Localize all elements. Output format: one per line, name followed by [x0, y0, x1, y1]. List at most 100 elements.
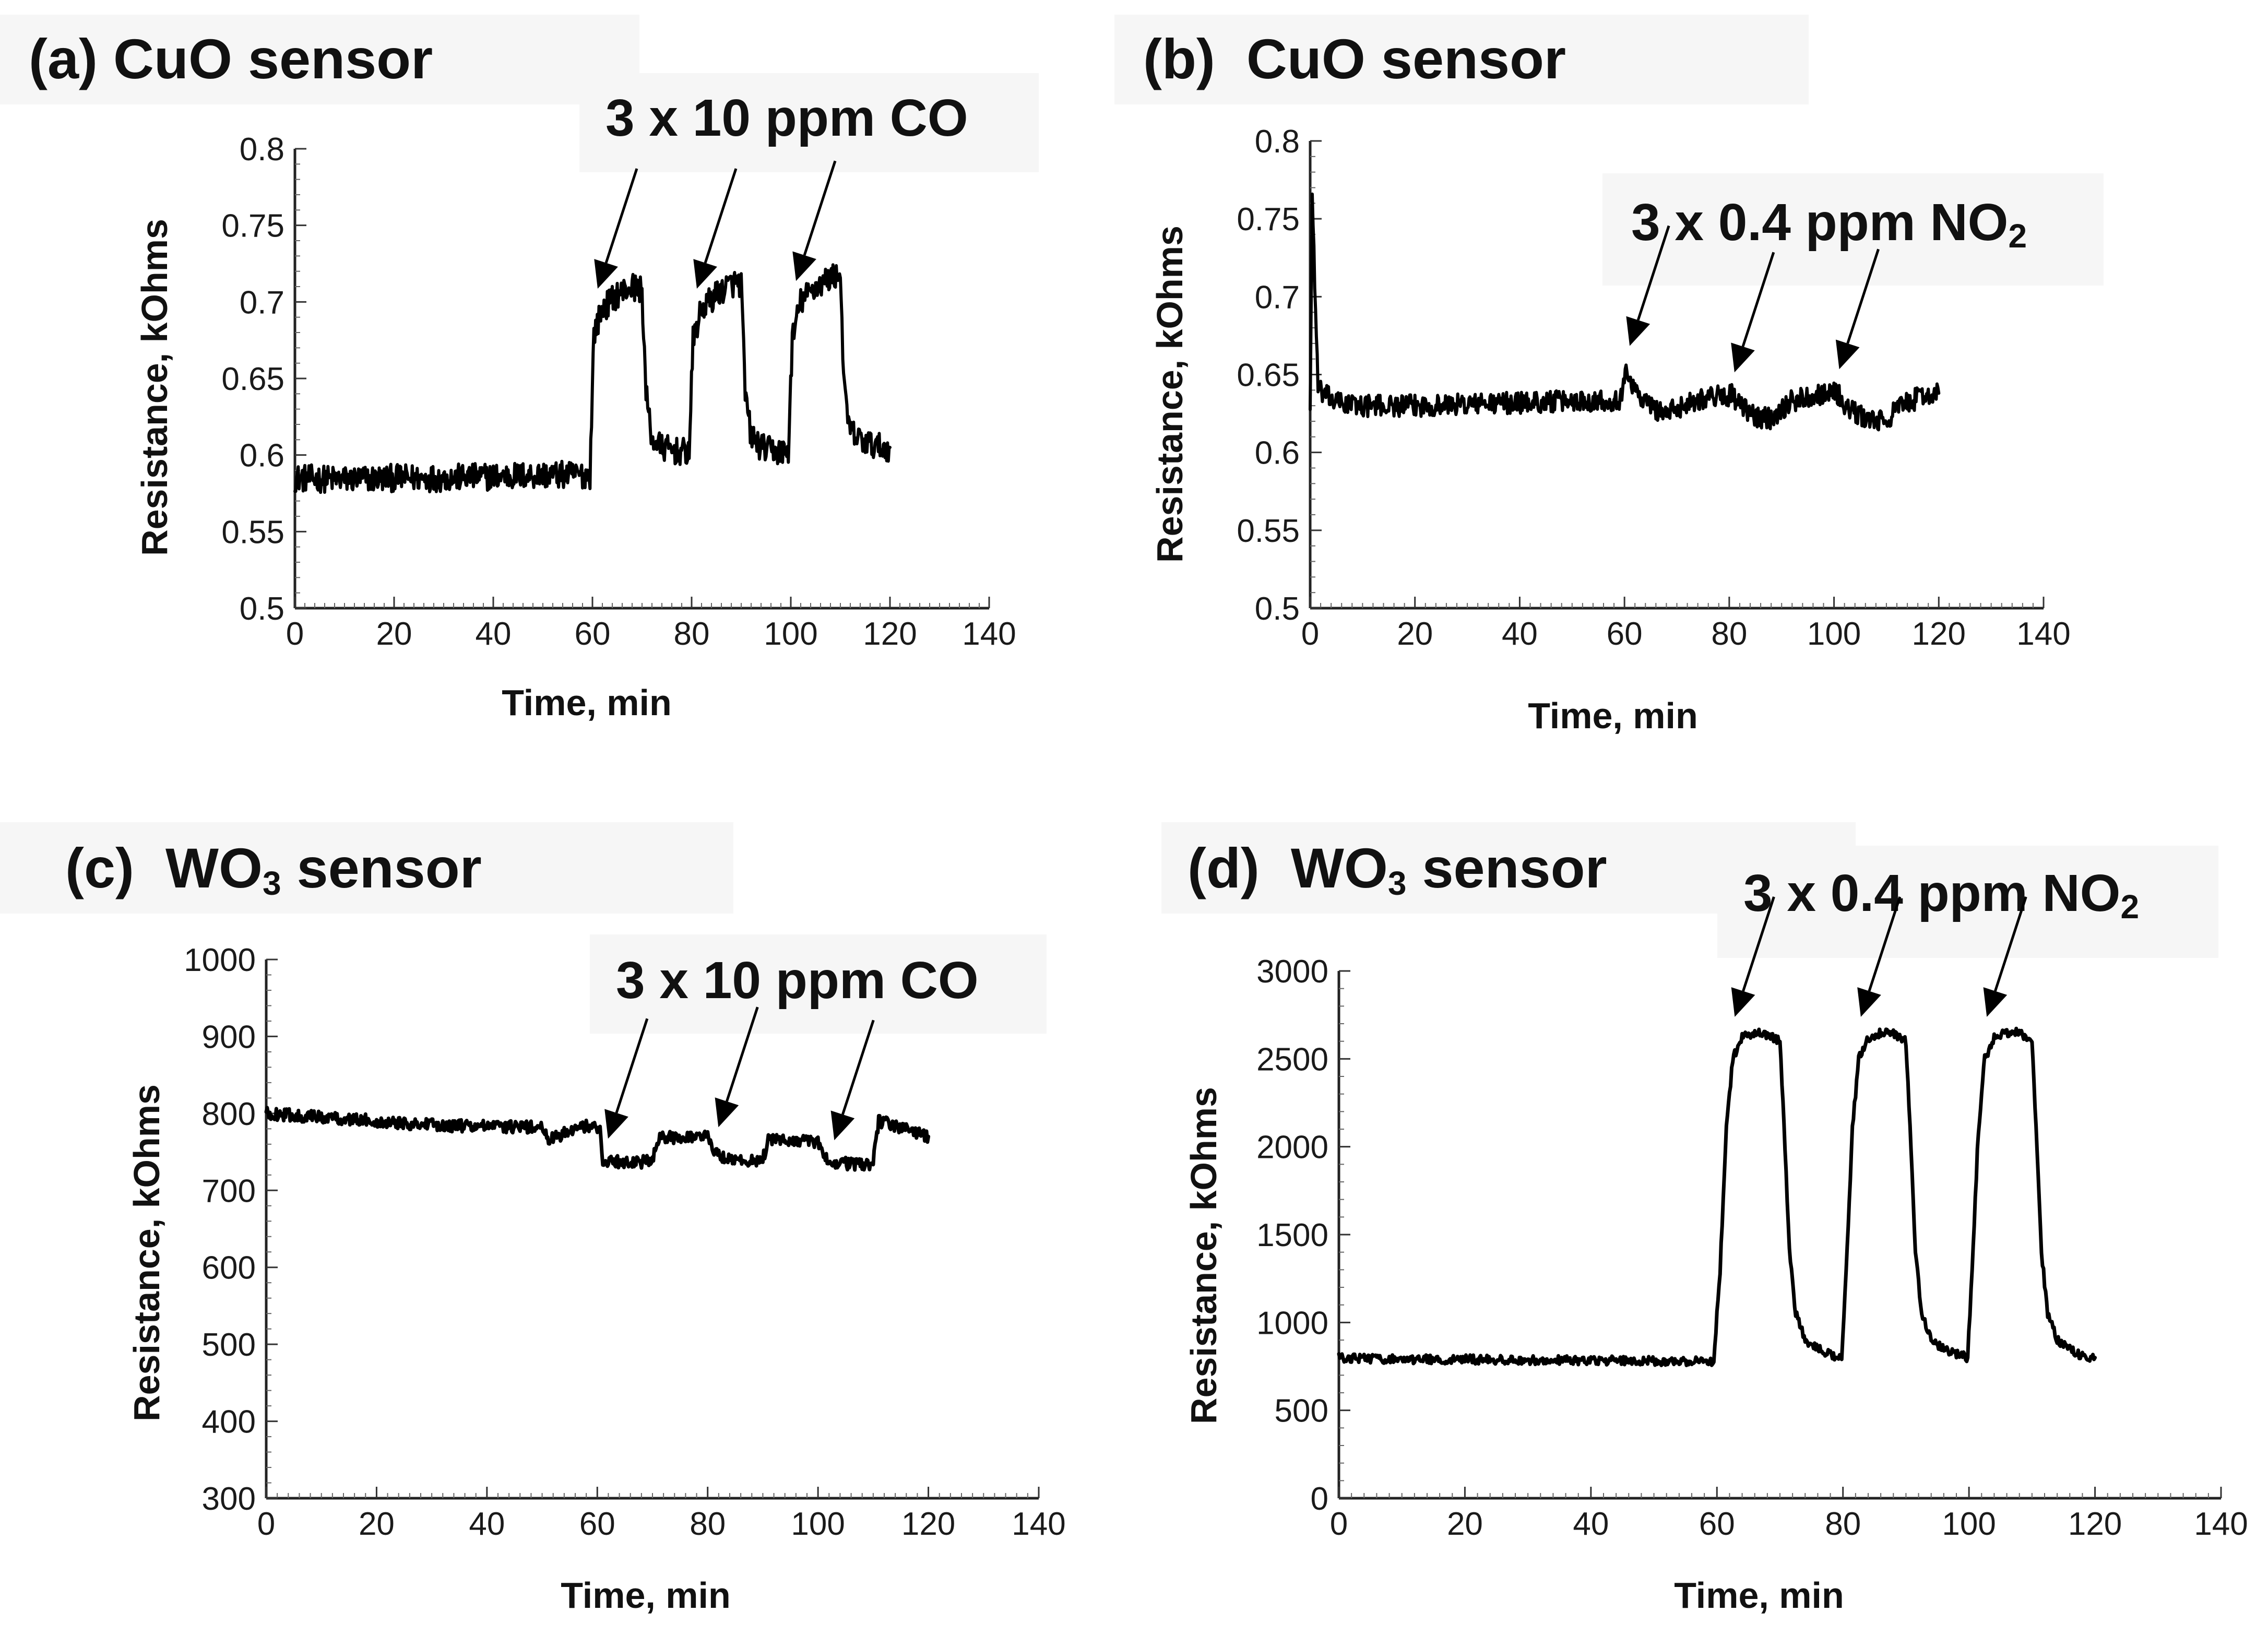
panel-b-y-axis-title: Resistance, kOhms: [1149, 226, 1190, 563]
panel-a-x-tick-label: 20: [376, 616, 412, 652]
panel-d-exposure-arrowhead: [1983, 987, 2008, 1017]
panel-d-x-tick-label: 40: [1573, 1506, 1609, 1542]
panel-d-y-tick-label: 1500: [1256, 1217, 1328, 1253]
panel-b-y-tick-label: 0.8: [1255, 124, 1300, 160]
panel-b-y-tick-label: 0.75: [1237, 202, 1300, 238]
panel-a-x-tick-label: 140: [962, 616, 1016, 652]
panel-a-exposure-arrow: [803, 160, 837, 256]
panel-a-data-line: [293, 263, 892, 494]
panel-c-x-axis-title: Time, min: [561, 1575, 730, 1616]
panel-c-y-tick-label: 900: [202, 1019, 256, 1055]
panel-d-exposure-arrow: [1868, 896, 1902, 992]
panel-b-y-tick-label: 0.55: [1237, 513, 1300, 549]
panel-b-exposure-arrowhead: [1835, 339, 1860, 370]
panel-d-annotation: 3 x 0.4 ppm NO2: [1743, 864, 2139, 926]
panel-a-x-tick-label: 0: [286, 616, 304, 652]
panel-c-y-tick-label: 300: [202, 1481, 256, 1517]
panel-a-x-tick-label: 100: [764, 616, 817, 652]
panel-a-y-tick-label: 0.8: [240, 132, 284, 168]
panel-c-x-tick-label: 100: [791, 1506, 845, 1542]
panel-c-data-line: [264, 1106, 931, 1172]
panel-c-exposure-arrow: [841, 1020, 875, 1115]
panel-b-exposure-arrow: [1636, 225, 1670, 321]
panel-d-y-tick-label: 2500: [1256, 1041, 1328, 1077]
panel-c-exposure-arrowhead: [830, 1110, 855, 1141]
panel-d-title: (d) WO3 sensor: [1188, 836, 1607, 902]
panel-c-x-tick-label: 60: [579, 1506, 615, 1542]
panel-b-x-tick-label: 80: [1711, 616, 1747, 652]
panel-a-x-tick-label: 40: [476, 616, 512, 652]
panel-d-exposure-arrow: [1742, 896, 1775, 992]
panel-c-axes: 0 20 40 60 80 100 120 140 300 400 500 600 700 800 900 1…: [184, 942, 1066, 1542]
panel-a-title: (a) CuO sensor: [29, 27, 433, 90]
panel-d-exposure-arrowhead: [1857, 987, 1881, 1017]
panel-d-y-tick-label: 500: [1275, 1393, 1328, 1429]
panel-b-x-tick-label: 20: [1397, 616, 1433, 652]
panel-b-y-tick-label: 0.65: [1237, 358, 1300, 394]
panel-b-annotation: 3 x 0.4 ppm NO2: [1631, 193, 2027, 255]
panel-b-annotation-box: [1602, 173, 2104, 286]
panel-a-x-axis-title: Time, min: [502, 682, 671, 723]
panel-a-x-tick-label: 80: [674, 616, 710, 652]
panel-b-chart: (b) CuO sensor 3 x 0.4 ppm NO2 0 20 40 60 80…: [1114, 15, 2104, 736]
panel-b-title-box: [1114, 15, 1809, 104]
panel-d-data-line: [1337, 1026, 2097, 1367]
panel-c-y-axis-title: Resistance, kOhms: [126, 1084, 167, 1421]
panel-b-x-tick-label: 60: [1607, 616, 1643, 652]
panel-d-x-tick-label: 120: [2068, 1506, 2122, 1542]
panel-a-annotation-box: [579, 73, 1039, 172]
panel-a-y-axis-title: Resistance, kOhms: [134, 219, 175, 556]
panel-b-x-tick-label: 120: [1912, 616, 1966, 652]
panel-b-exposure-arrow: [1741, 252, 1775, 347]
panel-b-exposure-arrowhead: [1626, 316, 1650, 346]
panel-c-x-tick-label: 20: [359, 1506, 395, 1542]
panel-c-y-tick-label: 700: [202, 1173, 256, 1209]
panel-d-axes: 0 20 40 60 80 100 120 140 0 500 1000 1500 2000 2500 30…: [1256, 896, 2248, 1542]
panel-c-x-tick-label: 40: [469, 1506, 505, 1542]
panel-a-chart: (a) CuO sensor 3 x 10 ppm CO 0 20 40 60 80 10…: [0, 15, 1039, 723]
panel-c-chart: (c) WO3 sensor 3 x 10 ppm CO 0 20 40 60 80 10…: [0, 822, 1066, 1616]
panel-c-x-tick-label: 0: [257, 1506, 275, 1542]
panel-c-annotation-box: [590, 934, 1047, 1034]
panel-a-title-box: [0, 15, 639, 104]
panel-c-title-box: [0, 822, 733, 914]
panel-d-y-tick-label: 1000: [1256, 1305, 1328, 1341]
panel-b-title: (b) CuO sensor: [1143, 27, 1566, 90]
panel-a-exposure-arrowhead: [693, 259, 717, 289]
panel-c-y-tick-label: 600: [202, 1250, 256, 1286]
panel-b-y-tick-label: 0.5: [1255, 591, 1300, 627]
panel-c-exposure-arrow: [726, 1006, 759, 1102]
panel-a-y-tick-label: 0.65: [221, 361, 284, 397]
panel-c-y-tick-label: 400: [202, 1404, 256, 1440]
panel-d-chart: (d) WO3 sensor 3 x 0.4 ppm NO2 0 20 40 60 80…: [1161, 822, 2248, 1616]
panel-b-y-tick-label: 0.7: [1255, 279, 1300, 315]
panel-a-exposure-arrowhead: [594, 259, 618, 289]
panel-b-data-line: [1309, 192, 1941, 432]
panel-a-y-tick-label: 0.55: [221, 514, 284, 550]
panel-b-axes: 0 20 40 60 80 100 120 140 0.5 0.55 0.6 0.65 0.7 0.75 0…: [1237, 124, 2070, 652]
panel-a-y-tick-label: 0.5: [240, 591, 284, 627]
panel-c-exposure-arrow: [615, 1018, 649, 1113]
panel-d-x-tick-label: 100: [1942, 1506, 1996, 1542]
panel-d-annotation-box: [1717, 846, 2218, 958]
panel-b-x-tick-label: 40: [1502, 616, 1538, 652]
panel-b-y-tick-label: 0.6: [1255, 435, 1300, 471]
panel-c-annotation: 3 x 10 ppm CO: [616, 951, 979, 1010]
panel-a-y-tick-label: 0.6: [240, 438, 284, 474]
panel-a-x-tick-label: 120: [863, 616, 917, 652]
panel-b-exposure-arrow: [1846, 248, 1880, 344]
panel-d-exposure-arrowhead: [1731, 987, 1755, 1017]
panel-d-y-axis-title: Resistance, kOhms: [1183, 1087, 1224, 1424]
panel-c-y-tick-label: 800: [202, 1096, 256, 1132]
panel-c-y-tick-label: 500: [202, 1327, 256, 1363]
panel-c-x-tick-label: 120: [901, 1506, 955, 1542]
panel-c-x-tick-label: 140: [1012, 1506, 1065, 1542]
panel-d-y-tick-label: 2000: [1256, 1130, 1328, 1166]
panel-c-x-tick-label: 80: [690, 1506, 726, 1542]
panel-a-annotation: 3 x 10 ppm CO: [605, 89, 968, 147]
panel-b-exposure-arrowhead: [1731, 342, 1755, 373]
panel-c-title: (c) WO3 sensor: [65, 836, 482, 902]
panel-d-y-tick-label: 0: [1311, 1481, 1328, 1517]
panel-a-exposure-arrow: [704, 168, 738, 264]
